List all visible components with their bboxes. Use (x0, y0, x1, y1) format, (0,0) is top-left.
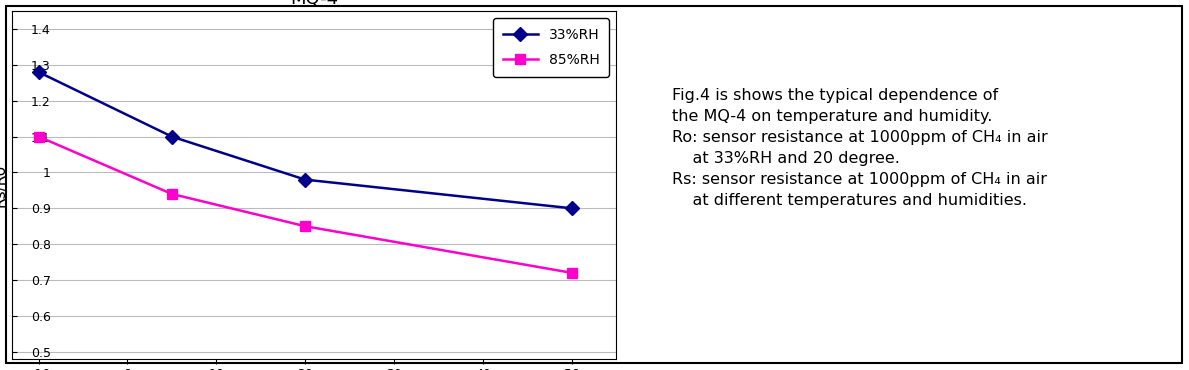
Text: Fig.4 is shows the typical dependence of
the MQ-4 on temperature and humidity.
R: Fig.4 is shows the typical dependence of… (672, 88, 1048, 208)
Y-axis label: Rs/Ro: Rs/Ro (0, 164, 7, 206)
33%RH (31, 70, 45, 74)
33%RH (565, 206, 579, 211)
Line: 85%RH: 85%RH (33, 132, 577, 278)
33%RH (298, 177, 313, 182)
85%RH (565, 270, 579, 275)
85%RH (31, 134, 45, 139)
Title: MQ-4: MQ-4 (290, 0, 338, 8)
Legend: 33%RH, 85%RH: 33%RH, 85%RH (493, 18, 609, 77)
Line: 33%RH: 33%RH (33, 67, 577, 213)
33%RH (165, 134, 180, 139)
85%RH (165, 192, 180, 196)
85%RH (298, 224, 313, 228)
